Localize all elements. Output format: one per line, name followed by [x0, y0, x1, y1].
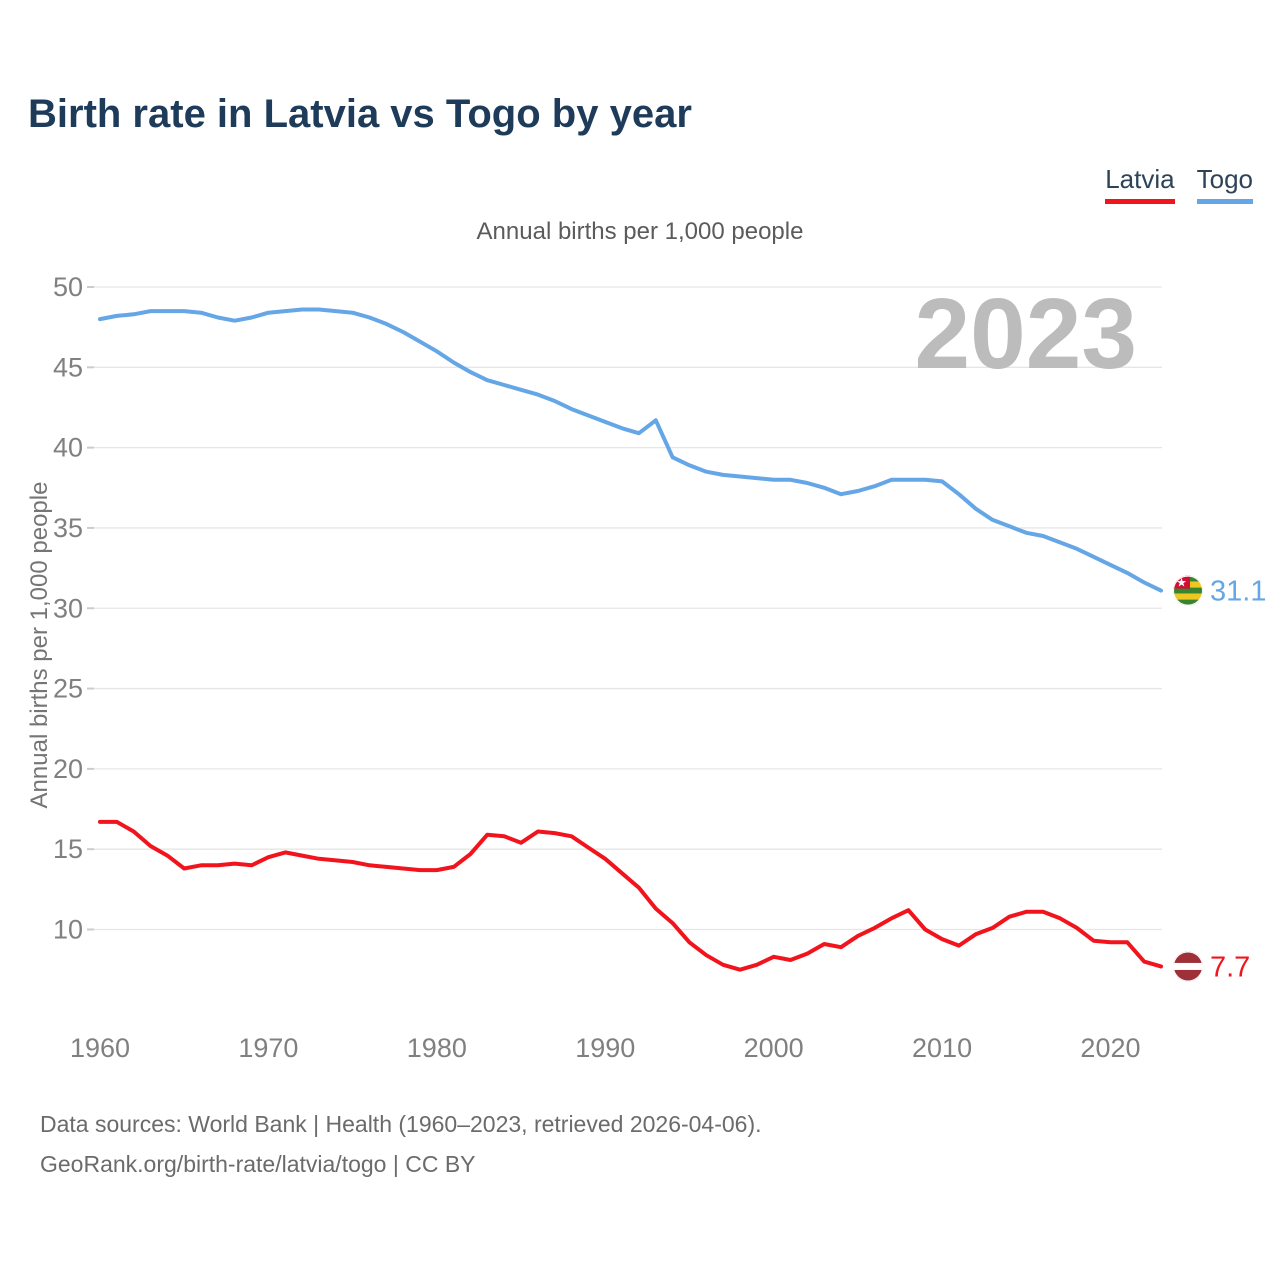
page-title: Birth rate in Latvia vs Togo by year: [28, 92, 692, 136]
footer: Data sources: World Bank | Health (1960–…: [40, 1104, 762, 1184]
y-tick-label: 25: [53, 674, 83, 704]
togo-end-label: 31.1: [1210, 576, 1266, 608]
svg-text:★: ★: [1176, 576, 1187, 590]
y-axis-label: Annual births per 1,000 people: [26, 482, 53, 809]
x-tick-label: 2020: [1080, 1033, 1140, 1063]
togo-line: [98, 307, 1163, 593]
x-tick-label: 1960: [70, 1033, 130, 1063]
y-tick-label: 50: [53, 272, 83, 302]
y-tick-label: 45: [53, 352, 83, 382]
footer-attribution: GeoRank.org/birth-rate/latvia/togo | CC …: [40, 1151, 476, 1177]
togo-flag-icon: ★: [1173, 575, 1203, 606]
x-tick-label: 1990: [575, 1033, 635, 1063]
footer-data-sources: Data sources: World Bank | Health (1960–…: [40, 1111, 762, 1137]
chart-subtitle: Annual births per 1,000 people: [476, 218, 804, 245]
latvia-end-label: 7.7: [1210, 951, 1250, 983]
y-tick-label: 20: [53, 754, 83, 784]
x-tick-label: 1970: [238, 1033, 298, 1063]
x-tick-label: 2010: [912, 1033, 972, 1063]
latvia-flag-icon: [1173, 951, 1203, 982]
latvia-line: [98, 819, 1163, 972]
y-tick-label: 35: [53, 513, 83, 543]
y-tick-label: 15: [53, 834, 83, 864]
y-tick-label: 40: [53, 433, 83, 463]
y-tick-label: 10: [53, 915, 83, 945]
legend-item-togo[interactable]: Togo: [1196, 166, 1253, 204]
x-tick-label: 1980: [407, 1033, 467, 1063]
x-tick-label: 2000: [744, 1033, 804, 1063]
watermark-year: 2023: [915, 278, 1137, 390]
legend-item-latvia[interactable]: Latvia: [1105, 166, 1175, 204]
y-tick-label: 30: [53, 593, 83, 623]
legend: Latvia Togo: [1105, 166, 1253, 204]
